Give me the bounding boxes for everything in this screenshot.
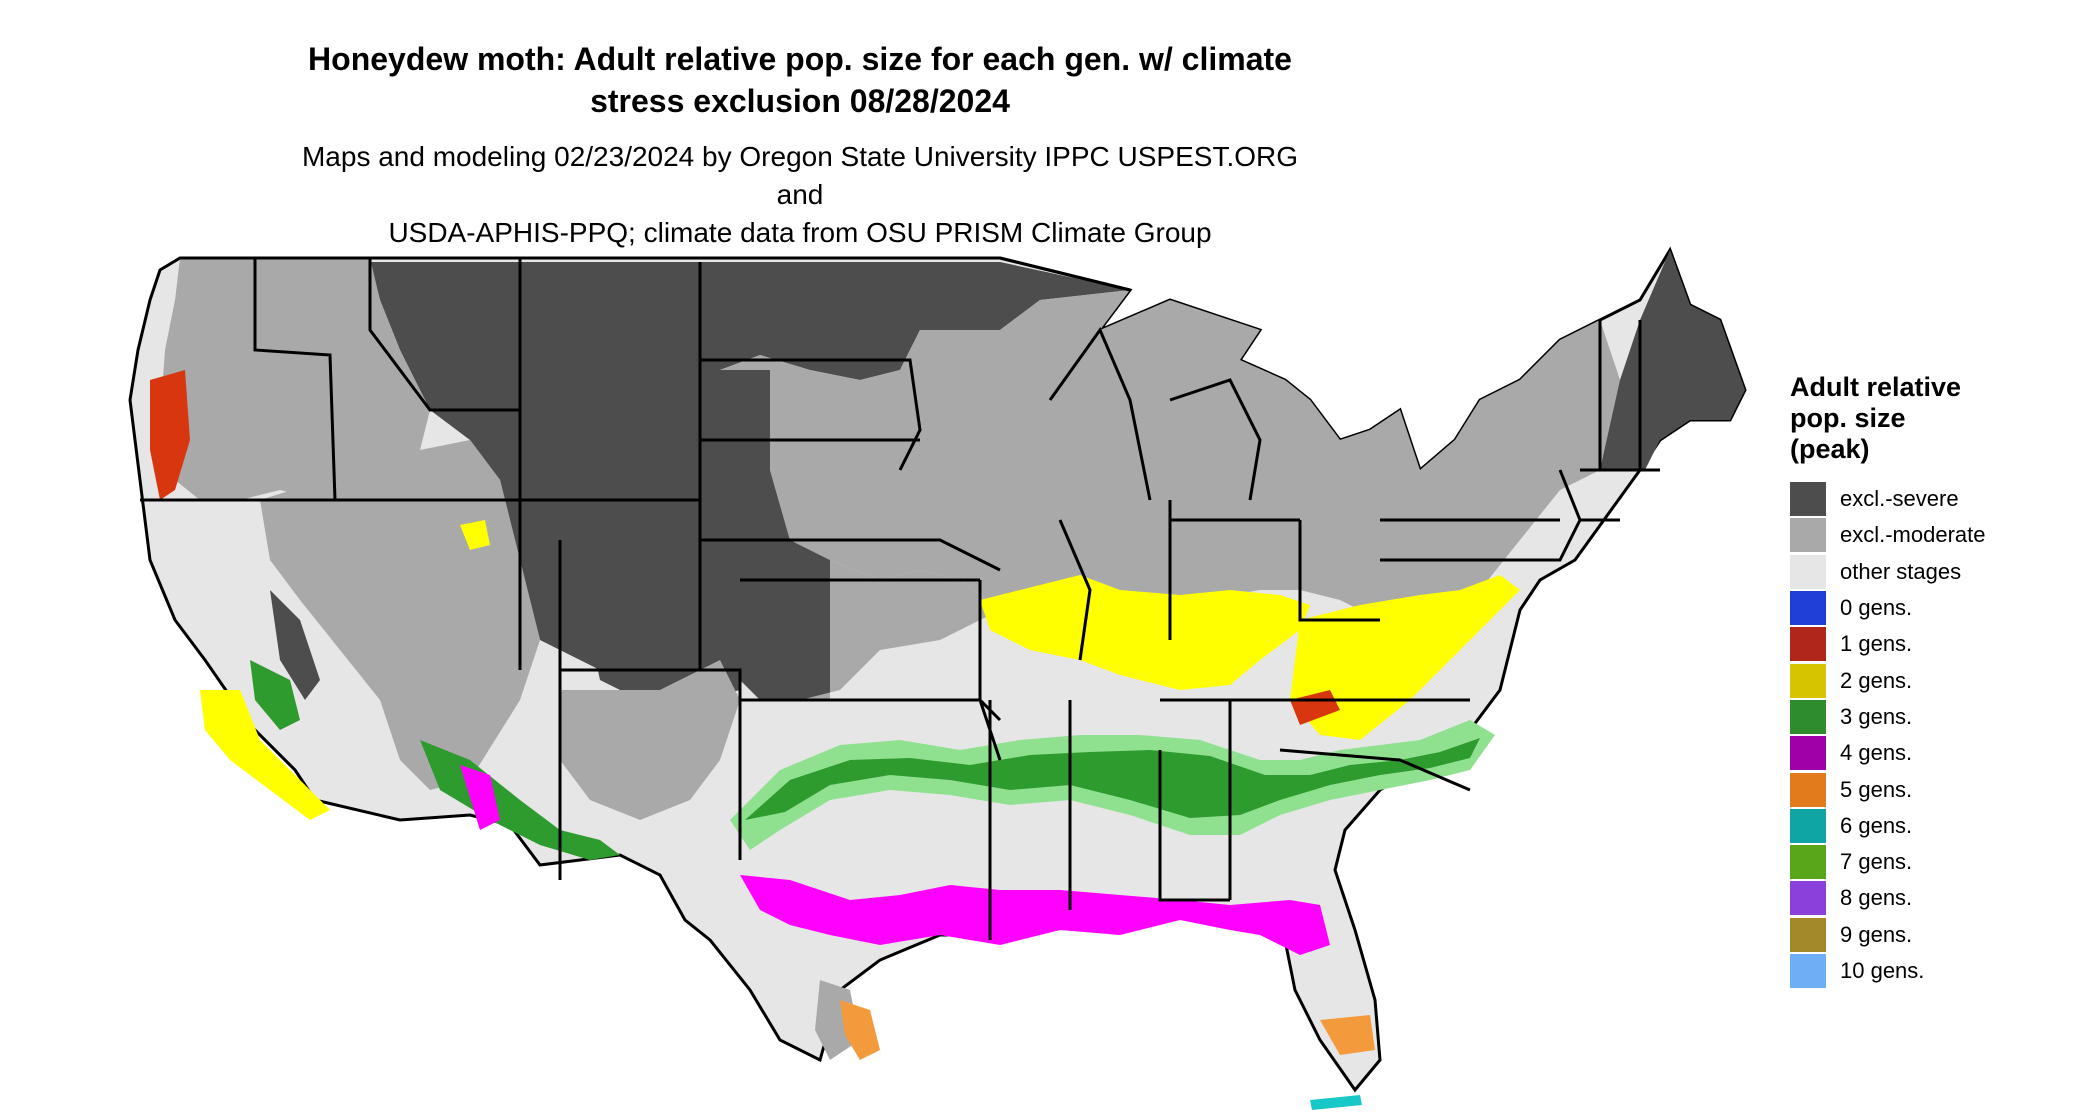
- two-gens-california: [200, 690, 330, 820]
- moderate-nm-highlands: [560, 660, 740, 820]
- three-gens-california-valley: [250, 660, 300, 730]
- legend-title-line-3: (peak): [1790, 434, 1870, 464]
- legend-item-excl-severe: excl.-severe: [1790, 481, 2090, 517]
- map-subtitle: Maps and modeling 02/23/2024 by Oregon S…: [300, 138, 1300, 252]
- map-title: Honeydew moth: Adult relative pop. size …: [300, 38, 1300, 122]
- legend-title: Adult relative pop. size (peak): [1790, 372, 2090, 465]
- legend-label: 8 gens.: [1840, 885, 1913, 911]
- legend-label: 0 gens.: [1840, 595, 1913, 621]
- legend-label: 1 gens.: [1840, 631, 1913, 657]
- map-subtitle-line-2: USDA-APHIS-PPQ; climate data from OSU PR…: [388, 217, 1212, 248]
- legend-item-7-gens: 7 gens.: [1790, 844, 2090, 880]
- legend-item-5-gens: 5 gens.: [1790, 771, 2090, 807]
- four-gens-gulf: [740, 875, 1330, 955]
- legend-item-0-gens: 0 gens.: [1790, 590, 2090, 626]
- two-gens-idaho: [460, 520, 490, 550]
- legend-item-9-gens: 9 gens.: [1790, 917, 2090, 953]
- two-gens-ohio-valley: [980, 575, 1310, 690]
- four-gens-southwest: [460, 765, 500, 830]
- legend-label: excl.-severe: [1840, 486, 1959, 512]
- legend-swatch: [1790, 954, 1826, 988]
- three-gens-band: [745, 738, 1480, 820]
- legend-label: 2 gens.: [1840, 667, 1913, 693]
- legend-swatch: [1790, 845, 1826, 880]
- legend-swatch: [1790, 772, 1826, 807]
- legend: Adult relative pop. size (peak) excl.-se…: [1790, 372, 2090, 989]
- moderate-northwest: [160, 258, 430, 500]
- moderate-midwest: [720, 290, 1620, 620]
- legend-label: 9 gens.: [1840, 921, 1913, 947]
- legend-swatch: [1790, 554, 1826, 589]
- legend-swatch: [1790, 627, 1826, 662]
- severe-colorado: [570, 540, 760, 700]
- legend-title-line-1: Adult relative: [1790, 372, 1962, 402]
- map-subtitle-line-1: Maps and modeling 02/23/2024 by Oregon S…: [301, 141, 1299, 210]
- six-gens-keys: [1310, 1095, 1362, 1110]
- five-gens-south-florida: [1320, 1015, 1375, 1055]
- legend-label: 4 gens.: [1840, 740, 1913, 766]
- legend-item-excl-moderate: excl.-moderate: [1790, 517, 2090, 553]
- legend-label: other stages: [1840, 558, 1962, 584]
- legend-item-4-gens: 4 gens.: [1790, 735, 2090, 771]
- legend-swatch: [1790, 591, 1826, 626]
- legend-label: 7 gens.: [1840, 849, 1913, 875]
- legend-swatch: [1790, 736, 1826, 771]
- legend-item-other-stages: other stages: [1790, 554, 2090, 590]
- five-gens-south-texas: [840, 1000, 880, 1060]
- legend-swatch: [1790, 808, 1826, 843]
- legend-item-2-gens: 2 gens.: [1790, 662, 2090, 698]
- state-borders: [140, 256, 1660, 940]
- one-gens-oregon-coast: [150, 370, 190, 500]
- legend-swatch: [1790, 518, 1826, 553]
- legend-item-1-gens: 1 gens.: [1790, 626, 2090, 662]
- legend-label: 5 gens.: [1840, 776, 1913, 802]
- legend-swatch: [1790, 699, 1826, 734]
- severe-northern-plains: [700, 262, 1130, 380]
- legend-label: 6 gens.: [1840, 812, 1913, 838]
- severe-maine: [1595, 250, 1745, 470]
- legend-swatch: [1790, 881, 1826, 916]
- legend-item-3-gens: 3 gens.: [1790, 699, 2090, 735]
- legend-item-10-gens: 10 gens.: [1790, 953, 2090, 989]
- legend-label: excl.-moderate: [1840, 522, 1986, 548]
- legend-title-line-2: pop. size: [1790, 403, 1906, 433]
- legend-item-6-gens: 6 gens.: [1790, 808, 2090, 844]
- legend-item-8-gens: 8 gens.: [1790, 880, 2090, 916]
- map-title-line-2: stress exclusion 08/28/2024: [590, 83, 1010, 119]
- legend-swatch: [1790, 482, 1826, 517]
- legend-swatch: [1790, 663, 1826, 698]
- legend-swatch: [1790, 917, 1826, 952]
- legend-label: 10 gens.: [1840, 958, 1925, 983]
- severe-sierra: [270, 590, 320, 700]
- map-title-line-1: Honeydew moth: Adult relative pop. size …: [308, 41, 1292, 77]
- moderate-southern-plains: [760, 560, 1000, 700]
- legend-label: 3 gens.: [1840, 703, 1913, 729]
